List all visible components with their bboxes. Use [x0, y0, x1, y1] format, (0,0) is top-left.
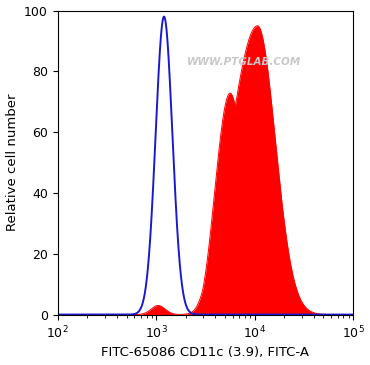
Y-axis label: Relative cell number: Relative cell number	[6, 94, 18, 231]
X-axis label: FITC-65086 CD11c (3.9), FITC-A: FITC-65086 CD11c (3.9), FITC-A	[101, 346, 309, 360]
Text: WWW.PTGLAB.COM: WWW.PTGLAB.COM	[186, 57, 301, 67]
